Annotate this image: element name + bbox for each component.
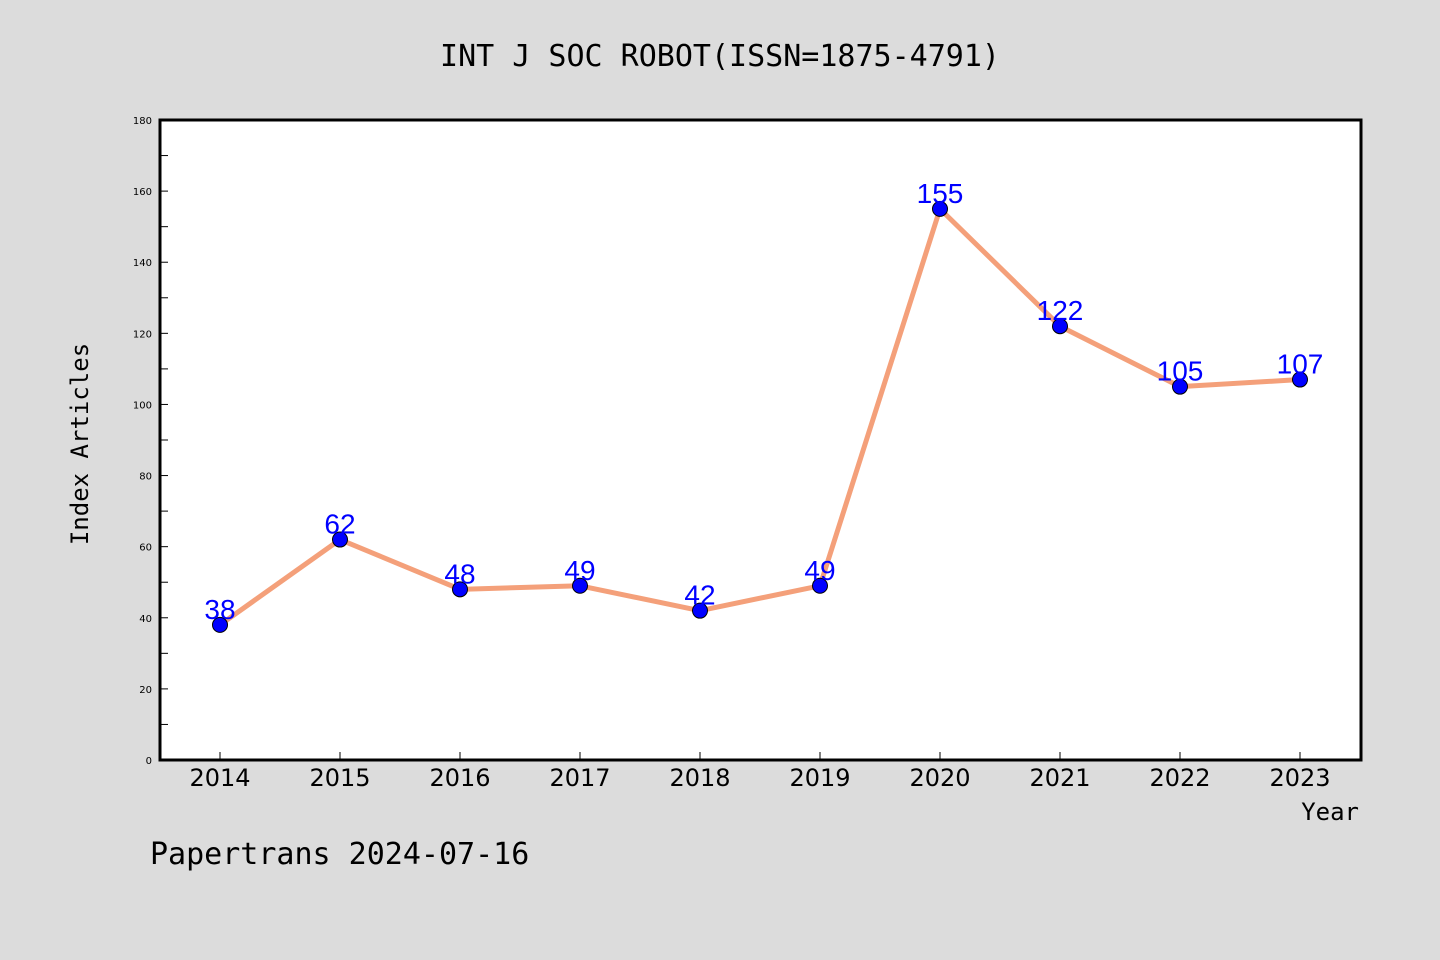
data-point xyxy=(452,581,468,598)
y-axis-label: Index Articles xyxy=(66,343,94,545)
y-tick-label: 140 xyxy=(133,258,152,269)
data-point xyxy=(1052,318,1068,335)
x-tick-label: 2021 xyxy=(1029,764,1090,792)
data-point xyxy=(692,602,708,619)
x-tick-label: 2016 xyxy=(429,764,490,792)
plot-frame xyxy=(158,118,1363,762)
x-tick-label: 2015 xyxy=(309,764,370,792)
data-label: 105 xyxy=(1157,356,1204,387)
x-tick-label: 2017 xyxy=(549,764,610,792)
chart-title: INT J SOC ROBOT(ISSN=1875-4791) xyxy=(440,39,1000,74)
data-label: 122 xyxy=(1037,295,1084,326)
y-tick-label: 20 xyxy=(139,685,152,696)
y-tick-label: 160 xyxy=(133,187,152,198)
y-tick-label: 100 xyxy=(133,400,152,411)
data-label: 49 xyxy=(804,555,835,586)
y-tick-label: 120 xyxy=(133,329,152,340)
y-tick-label: 40 xyxy=(139,614,152,625)
y-tick-label: 180 xyxy=(133,116,152,127)
data-point xyxy=(572,577,588,594)
data-point xyxy=(332,531,348,548)
x-tick-label: 2018 xyxy=(669,764,730,792)
footer-text: Papertrans 2024-07-16 xyxy=(150,837,529,872)
data-label: 62 xyxy=(324,509,355,540)
data-point xyxy=(1292,371,1308,388)
x-axis-label: Year xyxy=(1301,798,1359,826)
data-label: 42 xyxy=(684,580,715,611)
data-point xyxy=(812,577,828,594)
y-tick-label: 60 xyxy=(139,543,152,554)
data-point xyxy=(932,200,948,217)
data-label: 155 xyxy=(917,178,964,209)
y-tick-label: 80 xyxy=(139,472,152,483)
series: 38 62 48 49 42 49 155 122 105 107 xyxy=(204,178,1323,633)
data-label: 38 xyxy=(204,594,235,625)
x-tick-label: 2022 xyxy=(1149,764,1210,792)
series-line xyxy=(218,206,1301,627)
x-tick-label: 2014 xyxy=(189,764,250,792)
x-tick-label: 2020 xyxy=(909,764,970,792)
y-tick-label: 0 xyxy=(146,756,152,767)
x-tick-label: 2023 xyxy=(1269,764,1330,792)
data-label: 49 xyxy=(564,555,595,586)
plot-area xyxy=(160,120,1361,760)
data-point xyxy=(212,616,228,633)
x-axis: 2014 2015 2016 2017 2018 2019 2020 2021 2022 2023 xyxy=(189,752,1331,792)
data-label: 107 xyxy=(1277,349,1324,380)
data-label: 48 xyxy=(444,558,475,589)
x-tick-label: 2019 xyxy=(789,764,850,792)
data-point xyxy=(1172,378,1188,395)
